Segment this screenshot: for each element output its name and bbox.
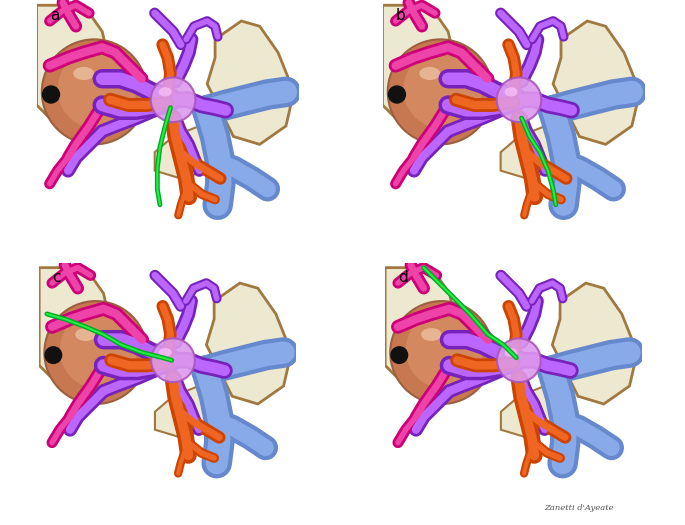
Circle shape (390, 346, 408, 364)
Polygon shape (552, 283, 637, 404)
Polygon shape (385, 268, 457, 378)
Text: b: b (396, 8, 406, 23)
Circle shape (497, 77, 541, 122)
Polygon shape (501, 126, 571, 178)
Ellipse shape (421, 328, 442, 341)
Polygon shape (39, 268, 111, 378)
Polygon shape (155, 126, 225, 178)
Circle shape (390, 301, 493, 404)
Text: Zanetti d'Ayeate: Zanetti d'Ayeate (544, 504, 614, 512)
Circle shape (406, 311, 483, 388)
Polygon shape (206, 283, 291, 404)
Polygon shape (382, 5, 456, 118)
Circle shape (403, 50, 482, 129)
Ellipse shape (505, 87, 518, 97)
Circle shape (45, 346, 62, 364)
Circle shape (388, 39, 493, 144)
Polygon shape (36, 5, 110, 118)
Ellipse shape (419, 67, 440, 80)
Text: d: d (398, 270, 408, 285)
Circle shape (497, 339, 540, 382)
Circle shape (42, 85, 60, 104)
Circle shape (45, 301, 147, 404)
Circle shape (151, 339, 195, 382)
Circle shape (60, 311, 137, 388)
Circle shape (388, 85, 406, 104)
Ellipse shape (505, 348, 518, 357)
Text: c: c (52, 270, 60, 285)
Circle shape (58, 50, 136, 129)
Polygon shape (501, 386, 571, 437)
Polygon shape (207, 21, 294, 144)
Circle shape (42, 39, 147, 144)
Circle shape (151, 77, 195, 122)
Ellipse shape (159, 348, 172, 357)
Ellipse shape (73, 67, 95, 80)
Ellipse shape (159, 87, 172, 97)
Ellipse shape (75, 328, 96, 341)
Text: a: a (50, 8, 59, 23)
Polygon shape (553, 21, 640, 144)
Polygon shape (155, 386, 225, 437)
